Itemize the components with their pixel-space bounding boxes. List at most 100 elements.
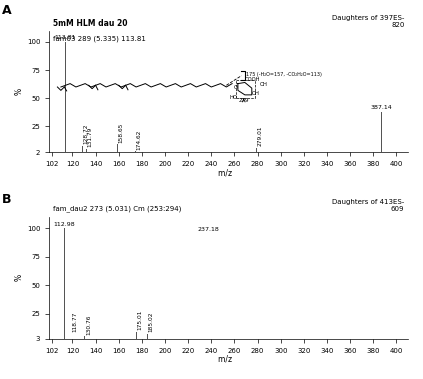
Bar xyxy=(381,112,382,152)
Bar xyxy=(130,152,131,154)
Bar xyxy=(390,152,391,154)
Text: 175.01: 175.01 xyxy=(137,310,142,330)
Bar xyxy=(147,334,148,338)
Bar xyxy=(286,152,287,154)
Bar xyxy=(59,338,60,340)
Text: A: A xyxy=(2,4,12,17)
Bar xyxy=(136,152,137,154)
Bar xyxy=(122,338,123,341)
Bar xyxy=(82,146,83,152)
Bar xyxy=(315,152,316,154)
Bar xyxy=(136,332,137,338)
Bar xyxy=(101,338,102,341)
Text: 279: 279 xyxy=(239,98,249,103)
Text: Daughters of 397ES-
820: Daughters of 397ES- 820 xyxy=(332,15,404,28)
Bar xyxy=(240,152,241,154)
Bar xyxy=(309,338,310,341)
Bar xyxy=(251,152,252,154)
Text: 131.79: 131.79 xyxy=(87,127,92,147)
Bar xyxy=(57,152,58,153)
Bar xyxy=(396,338,397,341)
Bar xyxy=(350,338,351,341)
Bar xyxy=(256,148,257,152)
Bar xyxy=(182,338,183,341)
Bar xyxy=(205,338,206,341)
Bar xyxy=(59,152,60,153)
Text: B: B xyxy=(2,193,11,206)
Bar xyxy=(87,338,88,341)
Bar xyxy=(280,152,281,154)
Bar xyxy=(135,151,136,152)
Bar xyxy=(147,152,148,154)
Bar xyxy=(240,338,241,341)
Bar xyxy=(118,338,119,341)
Text: 279.01: 279.01 xyxy=(258,126,263,146)
Bar xyxy=(257,338,258,341)
Bar xyxy=(205,152,206,154)
Y-axis label: %: % xyxy=(15,88,24,95)
Bar xyxy=(118,152,119,153)
X-axis label: m/z   : m/z xyxy=(218,355,239,364)
Bar xyxy=(87,152,88,153)
Bar xyxy=(188,338,189,341)
Bar xyxy=(199,152,200,154)
Bar xyxy=(78,152,79,153)
Bar xyxy=(373,338,374,341)
Text: fam03 289 (5.335) 113.81: fam03 289 (5.335) 113.81 xyxy=(53,36,146,42)
Bar xyxy=(263,152,264,154)
Bar xyxy=(57,338,58,341)
Bar xyxy=(124,338,125,341)
Y-axis label: %: % xyxy=(15,274,24,281)
Bar xyxy=(66,338,67,341)
Bar xyxy=(199,338,200,341)
Bar xyxy=(332,152,333,154)
Bar xyxy=(153,152,154,154)
Bar xyxy=(211,338,212,341)
Bar xyxy=(228,338,229,341)
Bar xyxy=(188,152,189,154)
Bar xyxy=(122,152,123,153)
Bar xyxy=(208,234,209,338)
Bar xyxy=(85,149,87,152)
Bar xyxy=(117,144,118,152)
Bar xyxy=(367,338,368,341)
Bar xyxy=(176,338,177,341)
Bar xyxy=(390,338,391,341)
Bar xyxy=(251,338,252,341)
Bar xyxy=(361,338,362,341)
Text: 113.81: 113.81 xyxy=(55,35,76,40)
Bar xyxy=(65,42,66,152)
Text: 158.65: 158.65 xyxy=(118,122,124,143)
Bar xyxy=(350,152,351,154)
Bar xyxy=(373,152,374,154)
Bar xyxy=(153,338,154,341)
Bar xyxy=(211,152,212,154)
Bar xyxy=(228,152,229,154)
Bar xyxy=(89,152,90,153)
Bar xyxy=(182,152,183,154)
Text: 185.02: 185.02 xyxy=(149,312,154,332)
Bar xyxy=(315,338,316,341)
Bar xyxy=(222,152,223,154)
Text: 237.18: 237.18 xyxy=(197,227,219,232)
Bar xyxy=(130,338,131,341)
Text: Daughters of 413ES-
609: Daughters of 413ES- 609 xyxy=(332,199,404,212)
Bar xyxy=(361,152,362,154)
Bar xyxy=(64,228,65,338)
Bar xyxy=(338,152,339,154)
Bar xyxy=(367,152,368,154)
Bar xyxy=(101,152,102,154)
Bar xyxy=(402,338,403,341)
Bar xyxy=(222,338,223,341)
Bar xyxy=(292,152,293,154)
X-axis label: m/z   : m/z xyxy=(218,169,239,178)
Text: OH: OH xyxy=(259,82,267,87)
Bar xyxy=(66,152,67,153)
Bar xyxy=(286,338,287,341)
Text: HO: HO xyxy=(229,95,237,100)
Text: 112.98: 112.98 xyxy=(54,222,75,227)
Bar xyxy=(280,338,281,341)
Bar xyxy=(344,152,345,154)
Bar xyxy=(170,152,171,154)
Bar xyxy=(73,338,74,341)
